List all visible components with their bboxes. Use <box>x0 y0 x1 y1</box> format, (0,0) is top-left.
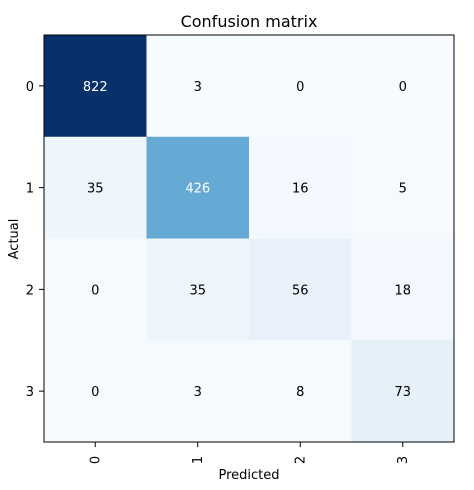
heatmap-cell-r3-c1 <box>146 340 250 443</box>
heatmap-cell-r2-c2 <box>249 238 352 341</box>
heatmap-value-r2-c1: 35 <box>189 283 206 298</box>
heatmap-value-r1-c1: 426 <box>185 182 210 197</box>
heatmap-cell-r1-c3 <box>351 136 455 239</box>
heatmap-value-r1-c3: 5 <box>399 182 407 197</box>
heatmap-cell-r2-c1 <box>146 238 250 341</box>
x-axis-label: Predicted <box>218 468 279 483</box>
heatmap-value-r0-c2: 0 <box>296 80 304 95</box>
x-tick-label-0: 0 <box>88 456 103 464</box>
heatmap-cell-r0-c0 <box>44 35 147 138</box>
y-tick-label-2: 2 <box>26 283 34 298</box>
x-tick-label-1: 1 <box>191 456 206 464</box>
heatmap-value-r0-c0: 822 <box>83 80 108 95</box>
heatmap-cell-r3-c0 <box>44 340 147 443</box>
heatmap-value-r3-c2: 8 <box>296 385 304 400</box>
heatmap-value-r3-c3: 73 <box>394 385 411 400</box>
heatmap-cell-r0-c3 <box>351 35 455 138</box>
heatmap-value-r3-c0: 0 <box>91 385 99 400</box>
x-axis-ticks: 0 1 2 3 <box>88 442 411 464</box>
heatmap-cell-r1-c0 <box>44 136 147 239</box>
heatmap-value-r2-c3: 18 <box>394 283 411 298</box>
x-tick-label-2: 2 <box>293 456 308 464</box>
y-tick-label-3: 3 <box>26 385 34 400</box>
y-axis-label: Actual <box>7 219 22 260</box>
heatmap-value-r2-c0: 0 <box>91 283 99 298</box>
heatmap-value-labels: 822 3 0 0 35 426 16 5 0 35 56 18 0 3 8 73 <box>83 80 411 400</box>
chart-title: Confusion matrix <box>181 12 318 31</box>
y-tick-label-1: 1 <box>26 182 34 197</box>
heatmap-cell-r1-c2 <box>249 136 352 239</box>
heatmap-cell-r2-c3 <box>351 238 455 341</box>
heatmap-cell-r3-c3 <box>351 340 455 443</box>
heatmap-cell-r1-c1 <box>146 136 250 239</box>
heatmap-value-r3-c1: 3 <box>194 385 202 400</box>
plot-frame <box>43 34 455 443</box>
y-axis-ticks: 0 1 2 3 <box>26 80 44 400</box>
heatmap-cell-r2-c0 <box>44 238 147 341</box>
x-tick-label-3: 3 <box>396 456 411 464</box>
heatmap-value-r0-c3: 0 <box>399 80 407 95</box>
heatmap-value-r2-c2: 56 <box>292 283 309 298</box>
heatmap-cell-r0-c2 <box>249 35 352 138</box>
heatmap-value-r0-c1: 3 <box>194 80 202 95</box>
heatmap-value-r1-c2: 16 <box>292 182 309 197</box>
heatmap-cells <box>44 35 455 443</box>
heatmap-cell-r3-c2 <box>249 340 352 443</box>
heatmap-value-r1-c0: 35 <box>87 182 104 197</box>
y-tick-label-0: 0 <box>26 80 34 95</box>
heatmap-cell-r0-c1 <box>146 35 250 138</box>
